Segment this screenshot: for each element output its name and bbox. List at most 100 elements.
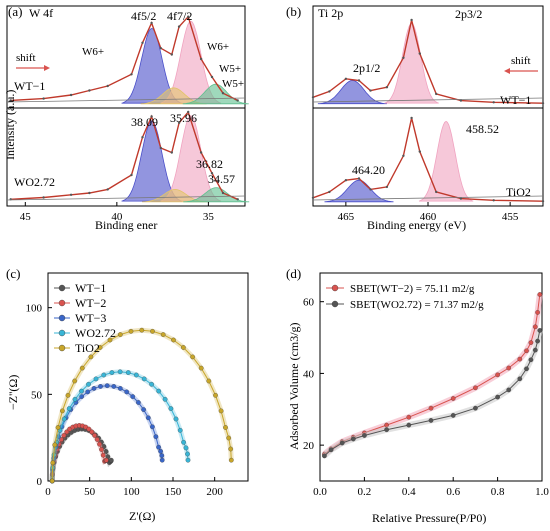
panel-a-w5-a: W5+ bbox=[219, 63, 241, 75]
c-legend-marker-2 bbox=[58, 314, 66, 322]
b-point-0-10 bbox=[459, 99, 463, 102]
c-point-4-10 bbox=[107, 337, 113, 343]
panel-b: (b) Ti 2p 2p1/2 2p3/2 shift WT−1 TiO2 46… bbox=[286, 4, 545, 232]
a-baseline-1 bbox=[6, 195, 246, 201]
panel-d-ticks: 0.0 0.2 0.4 0.6 0.8 1.0 20 40 60 bbox=[303, 297, 549, 498]
panel-d-label: (d) bbox=[286, 266, 301, 281]
panel-a-val-4: 34.57 bbox=[208, 172, 235, 186]
c-point-2-17 bbox=[130, 394, 136, 399]
panel-a-shift-arrowhead bbox=[44, 65, 50, 71]
d-xtick-label-0: 0.0 bbox=[313, 486, 327, 498]
c-xtick-label-1: 50 bbox=[84, 486, 96, 498]
c-point-4-8 bbox=[88, 354, 94, 360]
a-point-0-4 bbox=[106, 84, 109, 88]
c-point-2-20 bbox=[145, 415, 151, 421]
panel-c-ticks: 0 50 100 150 200 0 50 100 bbox=[26, 303, 224, 498]
a-point-1-8 bbox=[159, 146, 162, 150]
d-legend-marker-0 bbox=[331, 284, 339, 292]
panel-a-peak-label-2: 4f7/2 bbox=[167, 9, 192, 23]
c-point-1-18 bbox=[92, 433, 97, 438]
a-point-1-1 bbox=[42, 196, 45, 199]
a-point-1-15 bbox=[236, 198, 239, 201]
c-point-1-20 bbox=[97, 441, 102, 447]
d-point-1-6 bbox=[406, 422, 412, 428]
c-point-4-16 bbox=[171, 337, 176, 343]
a-point-1-7 bbox=[150, 115, 153, 118]
b-point-0-6 bbox=[402, 56, 405, 59]
panel-a-ylabel: Intensity (a.u.) bbox=[3, 90, 17, 160]
b-point-1-11 bbox=[492, 199, 495, 202]
c-point-3-14 bbox=[125, 370, 131, 375]
c-point-1-16 bbox=[86, 426, 92, 432]
c-point-4-6 bbox=[72, 378, 78, 384]
c-point-3-23 bbox=[181, 439, 186, 445]
c-point-4-23 bbox=[223, 425, 228, 430]
c-ytick-label-0: 0 bbox=[37, 476, 43, 488]
panel-b-sample-top: WT−1 bbox=[500, 93, 531, 107]
c-point-2-18 bbox=[136, 400, 141, 405]
c-point-2-23 bbox=[156, 444, 161, 450]
d-point-0-8 bbox=[450, 396, 456, 401]
c-point-2-13 bbox=[104, 383, 110, 389]
d-legend-label-1: SBET(WO2.72) = 71.37 m2/g bbox=[350, 299, 484, 311]
c-point-3-22 bbox=[177, 427, 183, 433]
d-point-1-5 bbox=[384, 427, 389, 433]
d-xtick-label-4: 0.8 bbox=[491, 486, 505, 498]
b-point-1-3 bbox=[357, 177, 361, 180]
panel-a-val-3: 36.82 bbox=[196, 157, 223, 171]
panel-b-peak-left: 2p1/2 bbox=[353, 61, 380, 75]
c-point-3-20 bbox=[168, 406, 174, 411]
a-point-1-14 bbox=[221, 191, 225, 195]
d-point-1-12 bbox=[517, 376, 523, 382]
b-point-1-6 bbox=[402, 154, 405, 157]
b-baseline-0 bbox=[312, 97, 544, 103]
c-point-4-22 bbox=[218, 408, 224, 414]
panel-b-ticks: 465 460 455 bbox=[338, 202, 519, 223]
panel-b-peaks bbox=[317, 22, 474, 203]
d-point-1-16 bbox=[535, 338, 540, 344]
c-point-3-10 bbox=[93, 376, 99, 382]
c-point-4-3 bbox=[55, 425, 61, 430]
b-point-1-9 bbox=[435, 190, 438, 194]
c-legend-label-2: WT−3 bbox=[75, 311, 106, 325]
c-point-4-12 bbox=[128, 328, 134, 334]
a-point-0-15 bbox=[236, 99, 239, 102]
d-point-1-11 bbox=[506, 387, 512, 393]
c-point-4-17 bbox=[181, 345, 186, 350]
panel-b-xlabel: Binding energy (eV) bbox=[367, 218, 466, 232]
c-point-4-0 bbox=[49, 478, 55, 484]
a-point-0-8 bbox=[159, 47, 162, 50]
c-xtick-label-4: 200 bbox=[206, 486, 223, 498]
panel-d-series bbox=[322, 292, 543, 459]
c-point-3-6 bbox=[66, 406, 72, 411]
d-point-1-4 bbox=[362, 433, 367, 438]
b-point-1-8 bbox=[418, 150, 421, 153]
c-point-4-2 bbox=[52, 442, 58, 448]
d-point-1-3 bbox=[350, 436, 356, 442]
d-point-0-15 bbox=[532, 324, 538, 330]
c-point-3-7 bbox=[72, 396, 78, 402]
d-point-0-6 bbox=[406, 414, 412, 420]
d-ytick-label-0: 20 bbox=[303, 440, 315, 452]
b-point-0-11 bbox=[492, 101, 495, 104]
c-legend-marker-0 bbox=[58, 284, 66, 292]
b-point-0-5 bbox=[385, 86, 389, 89]
c-point-0-21 bbox=[103, 449, 109, 454]
c-point-1-8 bbox=[61, 433, 67, 438]
c-point-3-19 bbox=[162, 396, 168, 402]
d-point-1-7 bbox=[428, 418, 434, 423]
c-point-2-22 bbox=[153, 434, 159, 440]
panel-a-ticks: 45 40 35 bbox=[20, 202, 214, 223]
c-point-4-13 bbox=[139, 327, 145, 333]
c-point-1-17 bbox=[89, 429, 95, 435]
c-point-4-1 bbox=[50, 460, 56, 466]
c-point-2-14 bbox=[111, 384, 117, 389]
d-legend-label-0: SBET(WT−2) = 75.11 m2/g bbox=[350, 283, 475, 295]
panel-a-w6-right: W6+ bbox=[207, 41, 229, 53]
c-point-1-9 bbox=[64, 429, 70, 435]
d-point-1-0 bbox=[322, 453, 327, 459]
d-point-1-10 bbox=[495, 394, 500, 400]
c-legend-marker-4 bbox=[58, 344, 66, 352]
panel-c-xlabel: Z'(Ω) bbox=[129, 509, 155, 523]
